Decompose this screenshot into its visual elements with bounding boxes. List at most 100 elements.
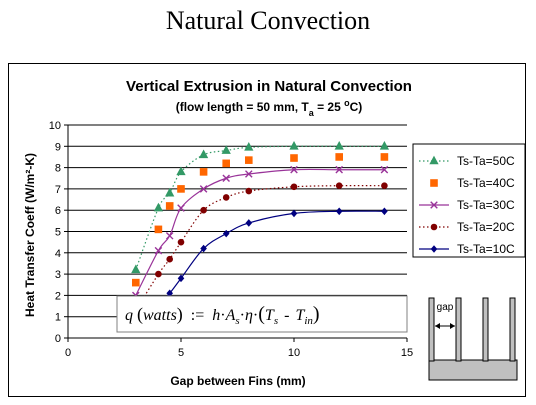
y-tick-label: 1 [55, 312, 61, 324]
legend-entry: Ts-Ta=20C [419, 220, 515, 234]
x-tick-label: 5 [178, 347, 184, 359]
fin-2 [455, 297, 462, 362]
data-point [379, 140, 390, 150]
data-point [155, 270, 162, 278]
data-point [154, 246, 163, 255]
formula-T: T [265, 307, 275, 324]
legend-entry: Ts-Ta=30C [419, 198, 515, 212]
formula-q: q [125, 307, 133, 324]
x-tick-label: 10 [288, 347, 300, 359]
data-point [221, 145, 231, 154]
series-line [135, 168, 385, 296]
formula-box [116, 295, 408, 333]
y-tick-label: 10 [49, 120, 61, 132]
data-point [245, 156, 253, 164]
data-point [131, 264, 141, 274]
data-point [244, 142, 254, 151]
data-point [177, 204, 185, 212]
legend-entry: Ts-Ta=50C [419, 154, 515, 168]
data-point [290, 183, 298, 191]
formula-Ts-sub: s [274, 315, 278, 327]
legend-marker [429, 155, 439, 165]
data-point [381, 207, 388, 216]
legend-marker [430, 179, 438, 187]
gap-label: gap [437, 302, 454, 313]
chart-frame: Vertical Extrusion in Natural Convection… [8, 63, 526, 397]
fin-1 [428, 297, 435, 362]
chart-subtitle: (flow length = 50 mm, Ta = 25 oC) [176, 98, 363, 118]
legend-marker [430, 223, 438, 231]
formula-A: A [225, 307, 236, 324]
formula-watts: watts [143, 307, 177, 324]
y-tick-label: 8 [55, 163, 61, 175]
data-point [222, 174, 230, 183]
gap-arrow-head-left [435, 323, 440, 329]
data-point [153, 202, 164, 212]
data-point [165, 202, 174, 210]
data-point [177, 185, 185, 193]
series-square [132, 153, 389, 287]
legend-entry: Ts-Ta=10C [419, 242, 515, 256]
chart-title: Vertical Extrusion in Natural Convection [126, 78, 412, 95]
formula-T2: T [295, 307, 305, 324]
y-tick-label: 2 [55, 290, 61, 302]
data-point [245, 187, 253, 195]
data-point [176, 166, 186, 176]
formula-As-sub: s [235, 315, 239, 327]
data-point [335, 165, 343, 174]
legend-label: Ts-Ta=10C [457, 242, 515, 256]
data-point [245, 170, 253, 178]
y-tick-label: 9 [55, 141, 61, 153]
data-point [199, 185, 208, 193]
data-point [165, 187, 175, 197]
data-point [335, 182, 343, 190]
slide-title: Natural Convection [165, 6, 371, 35]
data-point [380, 153, 389, 161]
data-point [380, 165, 389, 174]
data-point [132, 278, 140, 287]
data-point [166, 289, 173, 298]
fin-diagram-inset: gap [428, 297, 518, 381]
y-tick-label: 3 [55, 269, 61, 281]
data-point [177, 238, 185, 246]
data-point [381, 182, 388, 190]
data-point [166, 255, 173, 263]
series-line [135, 185, 385, 311]
fin-4 [509, 297, 516, 362]
legend-marker [430, 245, 438, 253]
legend-label: Ts-Ta=20C [457, 220, 515, 234]
x-tick-label: 15 [401, 347, 413, 359]
fin-base [428, 359, 518, 381]
formula-eta: η [245, 307, 253, 324]
legend-label: Ts-Ta=40C [457, 176, 515, 190]
formula-Tin-sub: in [304, 315, 313, 327]
data-point [200, 206, 207, 214]
svg-text:q (watts) :=: q (watts) := h·As·η·(Ts - Tin) [125, 303, 320, 327]
data-point [198, 149, 209, 159]
legend-label: Ts-Ta=30C [457, 198, 515, 212]
data-point [165, 231, 174, 240]
data-point [290, 209, 298, 218]
data-point [290, 165, 298, 174]
y-tick-label: 4 [55, 248, 61, 260]
data-point [177, 274, 185, 283]
chart-svg: Vertical Extrusion in Natural Convection… [23, 78, 526, 388]
fin-3 [482, 297, 489, 362]
y-axis-label: Heat Transfer Coeff (W/m²-K) [23, 153, 37, 317]
formula-h: h [212, 307, 220, 324]
x-axis-label: Gap between Fins (mm) [170, 374, 305, 388]
legend-entry: Ts-Ta=40C [430, 176, 515, 190]
data-point [200, 244, 207, 253]
y-tick-label: 5 [55, 227, 61, 239]
data-point [245, 219, 253, 227]
formula-minus: - [284, 307, 289, 324]
formula-annotation: q (watts) := h·As·η·(Ts - Tin) [116, 295, 408, 333]
legend: Ts-Ta=50C Ts-Ta=40C Ts-Ta=30C Ts-Ta=20C Ts-T… [412, 143, 526, 258]
data-point [222, 229, 230, 238]
y-tick-label: 7 [55, 184, 61, 196]
data-point [290, 154, 298, 162]
data-point [222, 194, 230, 201]
legend-marker [430, 201, 438, 209]
formula-assign: := [191, 307, 204, 324]
data-point [222, 159, 230, 168]
